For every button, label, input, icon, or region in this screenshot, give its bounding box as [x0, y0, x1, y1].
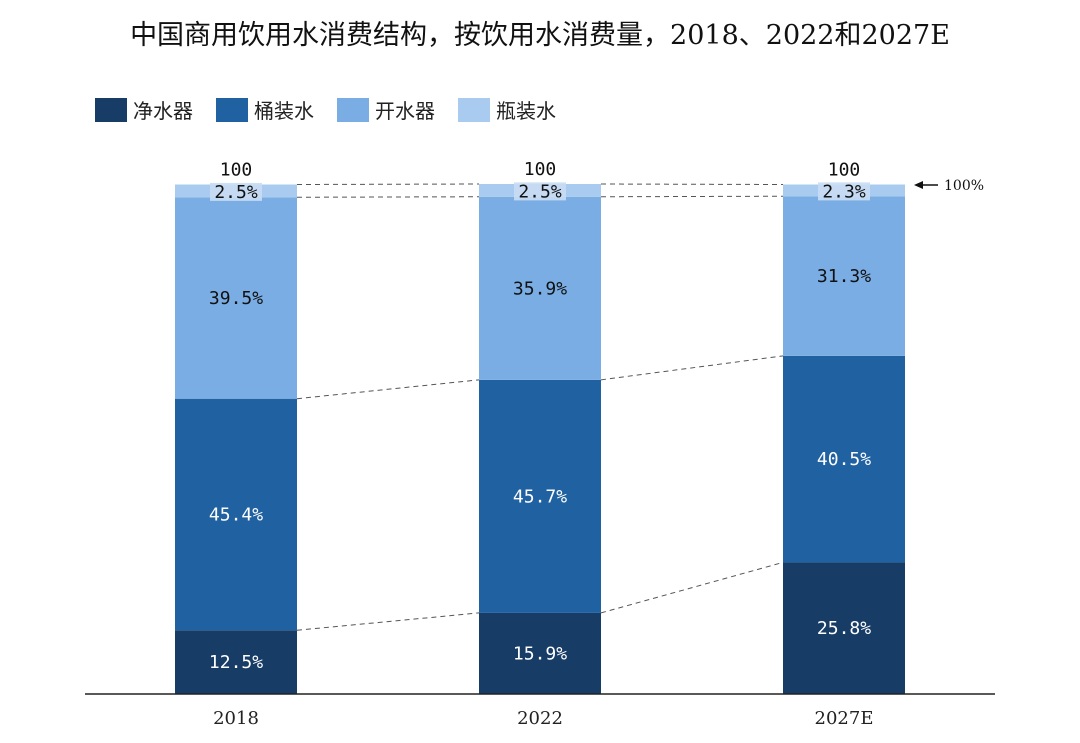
bar-label-bg-2022 [514, 182, 566, 201]
connector-1-1 [296, 612, 480, 631]
total-label-2022: 100 [524, 159, 557, 180]
bars: 12.5%45.4%39.5%2.5%10015.9%45.7%35.9%2.5… [175, 159, 905, 694]
bar-segment-2018-1 [175, 630, 297, 694]
bar-segment-2022-3 [479, 196, 601, 380]
connector-1-3 [296, 196, 480, 198]
data-label-2027E-3: 31.3% [817, 266, 871, 287]
data-label-2018-3: 39.5% [209, 288, 263, 309]
data-label-2018-4: 2.5% [214, 182, 258, 203]
x-tick-label-2027E: 2027E [815, 708, 874, 729]
connector-2-3 [600, 195, 784, 198]
connector-2-1 [600, 561, 784, 614]
connector-lines [296, 183, 784, 631]
data-label-2027E-1: 25.8% [817, 618, 871, 639]
legend-label-2: 桶装水 [254, 99, 314, 123]
bar-segment-2022-1 [479, 612, 601, 694]
legend-swatch-3 [337, 98, 369, 122]
chart-title: 中国商用饮用水消费结构，按饮用水消费量，2018、2022和2027E [130, 20, 950, 51]
bar-segment-2022-2 [479, 379, 601, 613]
total-label-2018: 100 [220, 160, 253, 181]
data-label-2027E-2: 40.5% [817, 449, 871, 470]
legend-swatch-4 [458, 98, 490, 122]
data-label-2022-2: 45.7% [513, 486, 567, 507]
legend-label-1: 净水器 [133, 99, 193, 123]
bar-segment-2027E-2 [783, 355, 905, 563]
data-label-2027E-4: 2.3% [822, 181, 866, 202]
annotation-arrow-icon [914, 181, 923, 189]
data-label-2018-2: 45.4% [209, 504, 263, 525]
connector-1-2 [296, 379, 480, 400]
connector-2-4 [600, 183, 784, 186]
x-axis-ticks: 2018 2022 2027E [213, 708, 873, 729]
total-label-2027E: 100 [828, 160, 861, 181]
bar-segment-2027E-1 [783, 562, 905, 694]
bar-label-bg-2027E [818, 182, 870, 201]
connector-1-4 [296, 183, 480, 186]
data-label-2022-3: 35.9% [513, 278, 567, 299]
data-label-2022-4: 2.5% [518, 181, 562, 202]
legend: 净水器 桶装水 开水器 瓶装水 [95, 98, 556, 123]
x-tick-label-2022: 2022 [517, 708, 563, 729]
bar-segment-2018-2 [175, 398, 297, 631]
connector-2-2 [600, 355, 784, 381]
data-label-2018-1: 12.5% [209, 652, 263, 673]
legend-label-4: 瓶装水 [496, 99, 556, 123]
legend-swatch-1 [95, 98, 127, 122]
legend-label-3: 开水器 [375, 99, 435, 123]
bar-label-bg-2018 [210, 182, 262, 201]
total-annotation: 100% [914, 178, 984, 194]
legend-swatch-2 [216, 98, 248, 122]
bar-segment-2027E-3 [783, 196, 905, 356]
x-tick-label-2018: 2018 [213, 708, 259, 729]
data-label-2022-1: 15.9% [513, 643, 567, 664]
bar-segment-2018-3 [175, 197, 297, 399]
annotation-label: 100% [944, 178, 984, 194]
